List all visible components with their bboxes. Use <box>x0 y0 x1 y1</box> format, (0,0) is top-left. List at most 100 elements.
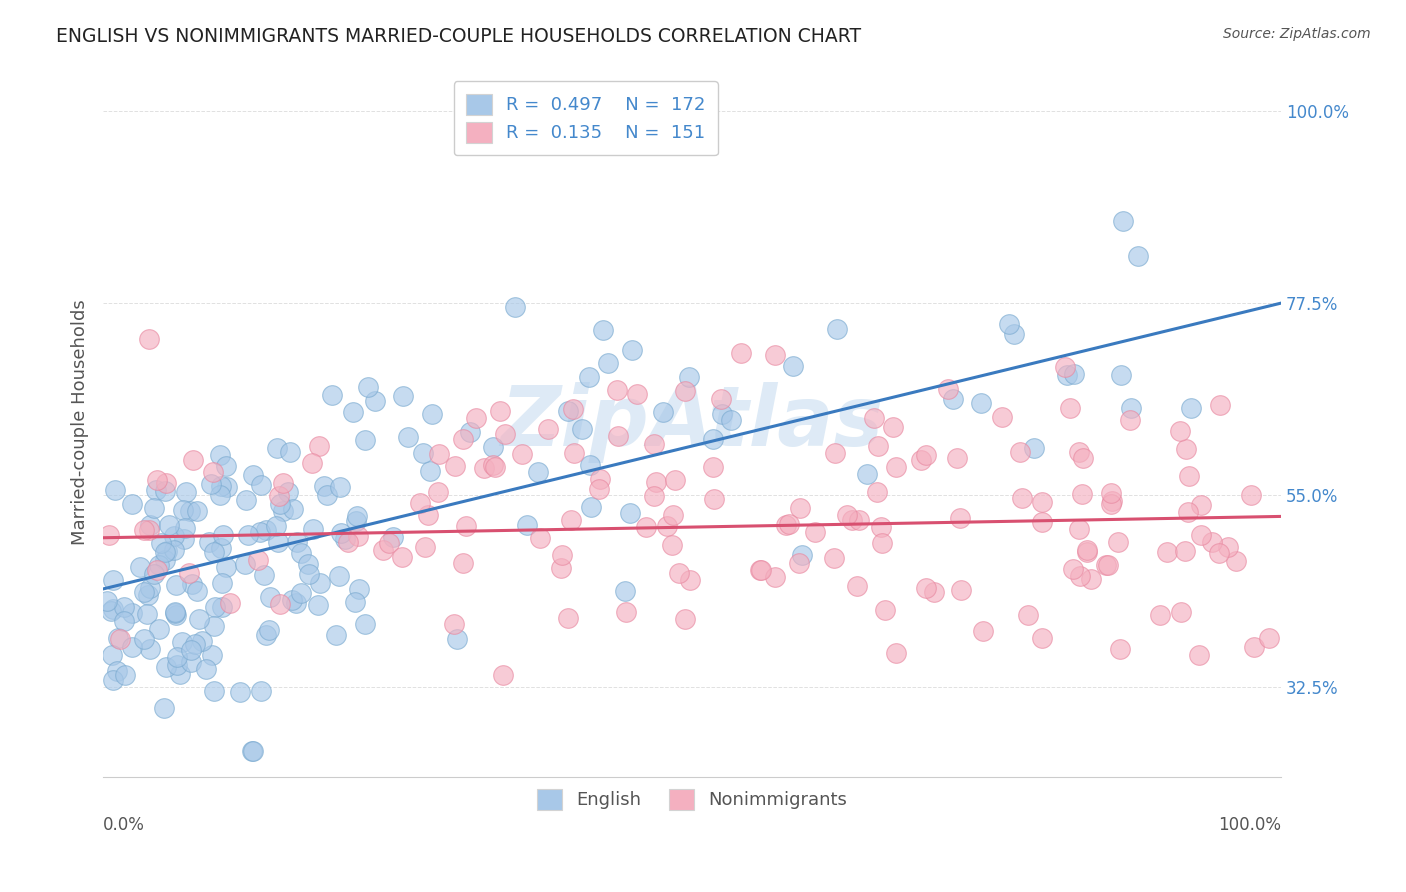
Point <box>1067 444 1090 458</box>
Point <box>269 598 291 612</box>
Point <box>105 664 128 678</box>
Point <box>884 646 907 660</box>
Point <box>170 634 193 648</box>
Point <box>145 563 167 577</box>
Point <box>349 582 371 596</box>
Point <box>238 528 260 542</box>
Point <box>229 685 252 699</box>
Point <box>492 668 515 682</box>
Point <box>1002 327 1025 342</box>
Point <box>329 480 352 494</box>
Point <box>662 508 685 523</box>
Point <box>848 513 870 527</box>
Point <box>173 532 195 546</box>
Point <box>242 467 264 482</box>
Point <box>1076 545 1098 559</box>
Point <box>557 404 579 418</box>
Point <box>419 464 441 478</box>
Point <box>949 511 972 525</box>
Point <box>194 662 217 676</box>
Point <box>342 405 364 419</box>
Point <box>174 485 197 500</box>
Point <box>1168 424 1191 438</box>
Point <box>1069 569 1091 583</box>
Point <box>1008 445 1031 459</box>
Point <box>803 525 825 540</box>
Point <box>626 387 648 401</box>
Point <box>112 599 135 614</box>
Point <box>482 440 505 454</box>
Point <box>165 605 187 619</box>
Point <box>702 432 724 446</box>
Point <box>464 410 486 425</box>
Point <box>179 504 201 518</box>
Point <box>789 501 811 516</box>
Point <box>134 524 156 538</box>
Point <box>1017 608 1039 623</box>
Point <box>172 503 194 517</box>
Point <box>427 447 450 461</box>
Point <box>308 439 330 453</box>
Point <box>139 517 162 532</box>
Point <box>201 648 224 663</box>
Point <box>166 649 188 664</box>
Point <box>1239 488 1261 502</box>
Point <box>211 599 233 614</box>
Point <box>187 612 209 626</box>
Point <box>560 513 582 527</box>
Point <box>246 553 269 567</box>
Point <box>1201 535 1223 549</box>
Point <box>1118 413 1140 427</box>
Point <box>1175 442 1198 456</box>
Point <box>153 484 176 499</box>
Text: Source: ZipAtlas.com: Source: ZipAtlas.com <box>1223 27 1371 41</box>
Point <box>749 563 772 577</box>
Point <box>202 618 225 632</box>
Point <box>1031 631 1053 645</box>
Point <box>271 475 294 490</box>
Point <box>174 521 197 535</box>
Point <box>763 348 786 362</box>
Point <box>668 566 690 580</box>
Point <box>181 577 204 591</box>
Point <box>217 480 239 494</box>
Point <box>841 513 863 527</box>
Point <box>505 300 527 314</box>
Point <box>156 544 179 558</box>
Point <box>922 585 945 599</box>
Point <box>529 531 551 545</box>
Point <box>96 594 118 608</box>
Point <box>269 497 291 511</box>
Point <box>1022 442 1045 456</box>
Point <box>426 484 449 499</box>
Point <box>112 614 135 628</box>
Point <box>606 428 628 442</box>
Point <box>619 506 641 520</box>
Point <box>998 317 1021 331</box>
Point <box>678 370 700 384</box>
Point <box>482 458 505 472</box>
Point <box>121 606 143 620</box>
Point <box>209 488 232 502</box>
Point <box>121 640 143 654</box>
Point <box>235 557 257 571</box>
Point <box>915 448 938 462</box>
Point <box>673 612 696 626</box>
Point <box>1112 214 1135 228</box>
Point <box>356 380 378 394</box>
Point <box>267 535 290 549</box>
Point <box>866 440 889 454</box>
Point <box>256 628 278 642</box>
Point <box>846 579 869 593</box>
Point <box>409 495 432 509</box>
Point <box>1216 541 1239 555</box>
Point <box>392 389 415 403</box>
Point <box>301 456 323 470</box>
Point <box>991 410 1014 425</box>
Point <box>104 483 127 497</box>
Point <box>1128 249 1150 263</box>
Point <box>155 553 177 567</box>
Legend: English, Nonimmigrants: English, Nonimmigrants <box>526 778 858 821</box>
Point <box>344 514 367 528</box>
Point <box>444 458 467 473</box>
